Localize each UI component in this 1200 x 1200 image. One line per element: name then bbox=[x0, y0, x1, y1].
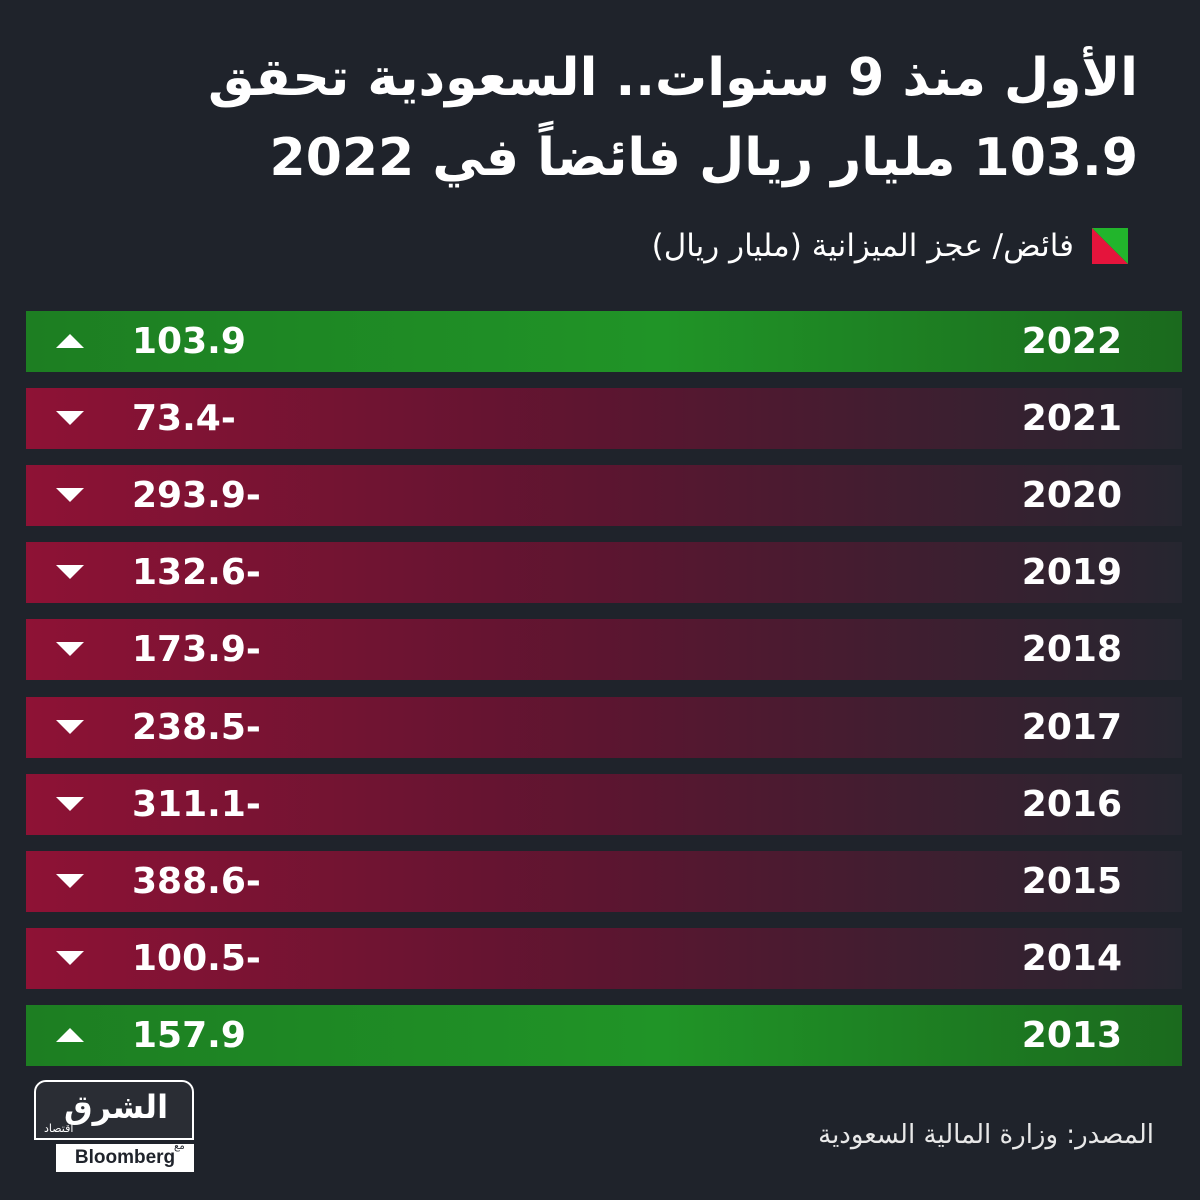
triangle-down-icon bbox=[56, 565, 84, 579]
legend-label: فائض/ عجز الميزانية (مليار ريال) bbox=[651, 228, 1074, 264]
year-label: 2016 bbox=[1021, 784, 1122, 825]
year-label: 2020 bbox=[1021, 475, 1122, 516]
triangle-down-icon bbox=[56, 797, 84, 811]
table-row-2019: 132.6- 2019 bbox=[26, 542, 1182, 603]
table-row-2015: 388.6- 2015 bbox=[26, 851, 1182, 912]
table-row-2018: 173.9- 2018 bbox=[26, 619, 1182, 680]
table-row-2013: 157.9 2013 bbox=[26, 1005, 1182, 1066]
balance-value: 388.6- bbox=[132, 861, 261, 902]
chart-title: الأول منذ 9 سنوات.. السعودية تحقق 103.9 … bbox=[58, 38, 1138, 198]
year-label: 2014 bbox=[1021, 938, 1122, 979]
balance-value: 157.9 bbox=[132, 1015, 246, 1056]
logo-arabic-text: الشرق bbox=[63, 1088, 169, 1126]
balance-value: 132.6- bbox=[132, 552, 261, 593]
triangle-down-icon bbox=[56, 720, 84, 734]
balance-value: 73.4- bbox=[132, 398, 236, 439]
year-label: 2018 bbox=[1021, 629, 1122, 670]
year-label: 2019 bbox=[1021, 552, 1122, 593]
logo-ma-text: مع bbox=[174, 1141, 185, 1152]
year-label: 2022 bbox=[1021, 321, 1122, 362]
balance-value: 311.1- bbox=[132, 784, 261, 825]
table-row-2022: 103.9 2022 bbox=[26, 311, 1182, 372]
source-note: المصدر: وزارة المالية السعودية bbox=[818, 1120, 1154, 1150]
legend: فائض/ عجز الميزانية (مليار ريال) bbox=[652, 222, 1128, 270]
legend-swatch-icon bbox=[1092, 228, 1128, 264]
logo-arabic-box: الشرق اقتصاد bbox=[34, 1080, 194, 1140]
table-row-2020: 293.9- 2020 bbox=[26, 465, 1182, 526]
asharq-bloomberg-logo: الشرق اقتصاد Bloomberg مع bbox=[34, 1080, 194, 1172]
logo-bloomberg-text: Bloomberg bbox=[56, 1144, 194, 1172]
table-row-2017: 238.5- 2017 bbox=[26, 697, 1182, 758]
year-label: 2013 bbox=[1021, 1015, 1122, 1056]
title-line-1: الأول منذ 9 سنوات.. السعودية تحقق bbox=[208, 48, 1138, 108]
triangle-up-icon bbox=[56, 334, 84, 348]
table-row-2021: 73.4- 2021 bbox=[26, 388, 1182, 449]
table-row-2016: 311.1- 2016 bbox=[26, 774, 1182, 835]
balance-value: 173.9- bbox=[132, 629, 261, 670]
triangle-up-icon bbox=[56, 1028, 84, 1042]
triangle-down-icon bbox=[56, 488, 84, 502]
logo-sub-text: اقتصاد bbox=[44, 1122, 74, 1135]
year-label: 2015 bbox=[1021, 861, 1122, 902]
year-label: 2017 bbox=[1021, 707, 1122, 748]
balance-value: 100.5- bbox=[132, 938, 261, 979]
title-line-2: 103.9 مليار ريال فائضاً في 2022 bbox=[269, 128, 1138, 188]
balance-value: 293.9- bbox=[132, 475, 261, 516]
triangle-down-icon bbox=[56, 874, 84, 888]
table-row-2014: 100.5- 2014 bbox=[26, 928, 1182, 989]
year-label: 2021 bbox=[1021, 398, 1122, 439]
triangle-down-icon bbox=[56, 951, 84, 965]
balance-value: 103.9 bbox=[132, 321, 246, 362]
triangle-down-icon bbox=[56, 411, 84, 425]
triangle-down-icon bbox=[56, 642, 84, 656]
balance-value: 238.5- bbox=[132, 707, 261, 748]
